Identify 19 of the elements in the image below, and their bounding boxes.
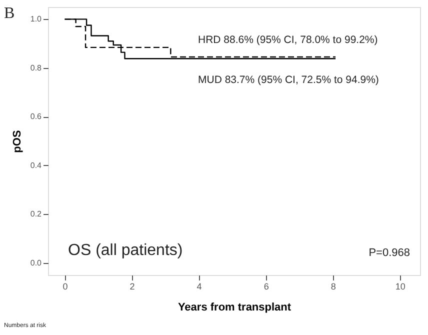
annotation: MUD 83.7% (95% CI, 72.5% to 94.9%)	[198, 74, 379, 86]
annotation: HRD 88.6% (95% CI, 78.0% to 99.2%)	[198, 34, 378, 46]
text: B	[4, 5, 15, 22]
x-tick-label: 6	[264, 282, 269, 292]
x-tick-label: 4	[196, 282, 202, 292]
y-tick-label: 0.0	[30, 258, 42, 268]
y-axis-title: pOS	[11, 130, 24, 153]
x-axis-title: Years from transplant	[178, 302, 292, 314]
x-tick-label: 8	[330, 282, 336, 292]
y-tick-label: 0.4	[30, 160, 42, 170]
x-tick-label: 2	[130, 282, 135, 292]
annotation: OS (all patients)	[68, 242, 183, 259]
x-tick-label: 0	[62, 282, 68, 292]
x-tick-label: 10	[395, 282, 406, 292]
y-tick-label: 1.0	[30, 14, 42, 24]
annotation: P=0.968	[368, 247, 410, 259]
y-tick-label: 0.2	[30, 210, 42, 219]
y-tick-label: 0.8	[30, 63, 42, 72]
y-tick-label: 0.6	[30, 112, 42, 122]
